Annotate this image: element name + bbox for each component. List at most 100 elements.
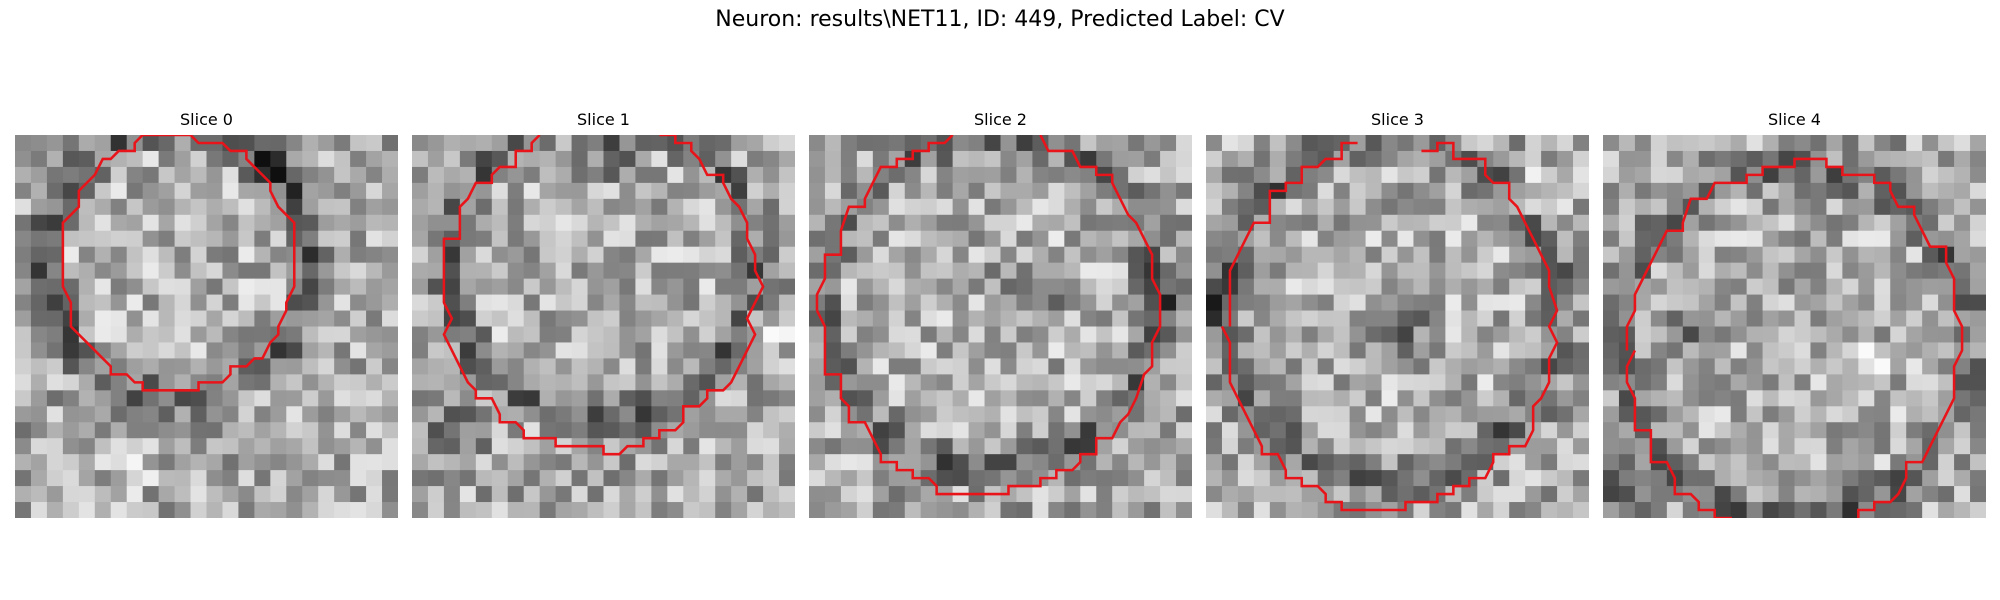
pixel [1557,470,1574,487]
pixel [46,470,64,487]
pixel [62,182,80,200]
pixel [1317,278,1335,296]
pixel [1285,150,1303,168]
pixel [382,438,398,455]
pixel [904,326,922,343]
pixel [15,246,32,264]
pixel [1285,326,1303,343]
pixel [683,390,700,407]
pixel [222,326,239,343]
pixel [840,262,858,280]
pixel [1144,326,1161,343]
pixel [94,230,112,248]
pixel [1509,470,1526,487]
pixel [158,502,176,518]
pixel [1333,454,1351,471]
pixel [539,198,557,216]
pixel [984,502,1001,518]
pixel [1682,182,1700,200]
pixel [715,230,732,248]
pixel [667,198,684,216]
pixel [1525,374,1542,391]
pixel [1746,422,1764,439]
pixel [1874,278,1891,296]
pixel [1634,374,1652,391]
pixel [1938,326,1955,343]
pixel [1413,406,1430,423]
pixel [1890,470,1907,487]
pixel [1890,135,1907,152]
pixel [206,246,223,264]
pixel [222,406,239,423]
pixel [683,198,700,216]
pixel [920,182,938,200]
pixel [555,486,573,503]
pixel [238,374,255,391]
pixel [1573,342,1589,359]
pixel [110,278,128,296]
pixel [1826,326,1843,343]
pixel [382,182,398,200]
pixel [1064,214,1081,232]
pixel [1461,135,1478,152]
pixel [1301,486,1319,503]
pixel [809,358,826,375]
pixel [603,198,620,216]
pixel [872,422,890,439]
pixel [366,262,383,280]
pixel [1858,310,1875,327]
pixel [1906,135,1923,152]
pixel [1746,406,1764,423]
pixel [840,294,858,312]
pixel [1176,294,1192,312]
pixel [1112,502,1129,518]
pixel [94,454,112,471]
slice-panel-1: Slice 1 [412,110,795,520]
pixel [571,326,589,343]
pixel [763,422,780,439]
pixel [809,470,826,487]
pixel [936,230,954,248]
pixel [459,150,477,168]
pixel [635,262,652,280]
pixel [1650,166,1668,184]
pixel [1160,438,1177,455]
pixel [1253,150,1271,168]
pixel [1634,294,1652,312]
pixel [1301,470,1319,487]
pixel [1269,278,1287,296]
pixel [1000,470,1017,487]
pixel [238,390,255,407]
pixel [78,294,96,312]
pixel [1922,294,1939,312]
pixel [1954,135,1971,152]
pixel [1890,454,1907,471]
pixel [1048,230,1065,248]
pixel [1778,342,1795,359]
pixel [78,246,96,264]
pixel [1176,135,1192,152]
pixel [507,422,525,439]
pixel [1603,150,1620,168]
pixel [1557,198,1574,216]
pixel [1333,486,1351,503]
pixel [1413,374,1430,391]
pixel [78,182,96,200]
pixel [1285,135,1303,152]
pixel [1557,166,1574,184]
pixel [1858,278,1875,296]
pixel [1922,246,1939,264]
pixel [539,358,557,375]
pixel [1317,454,1335,471]
pixel [984,278,1001,296]
pixel [1858,150,1875,168]
pixel [46,390,64,407]
pixel [302,326,319,343]
pixel [904,342,922,359]
pixel [1016,166,1033,184]
pixel [126,166,144,184]
pixel [158,278,176,296]
pixel [1253,390,1271,407]
pixel [1730,342,1748,359]
pixel [475,470,493,487]
